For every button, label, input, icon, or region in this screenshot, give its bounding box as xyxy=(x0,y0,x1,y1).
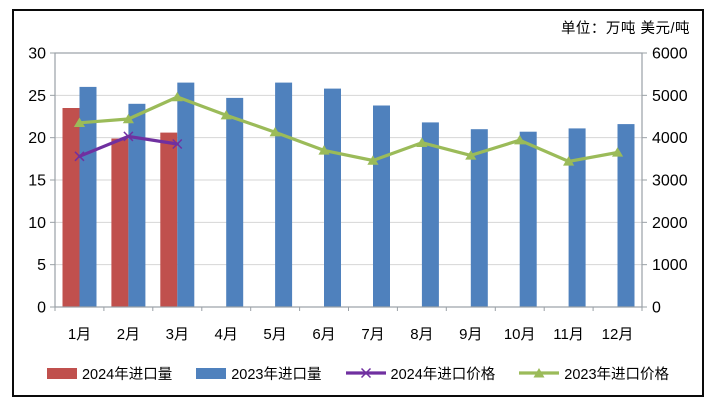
bar-2023年进口量 xyxy=(568,128,586,307)
triangle-marker xyxy=(318,145,330,155)
legend-triangle-marker xyxy=(533,368,545,378)
triangle-marker xyxy=(171,91,183,102)
triangle-marker xyxy=(122,113,134,124)
x-axis-label: 5月 xyxy=(263,326,286,343)
x-marker xyxy=(172,138,183,150)
left-axis-label: 0 xyxy=(37,300,46,317)
x-axis-label: 11月 xyxy=(553,326,584,343)
bar-2023年进口量 xyxy=(275,82,293,307)
triangle-marker xyxy=(73,117,86,128)
left-axis-label: 30 xyxy=(28,46,46,63)
left-axis-label: 25 xyxy=(28,88,46,105)
x-axis-label: 7月 xyxy=(361,326,384,343)
left-axis-label: 10 xyxy=(28,215,46,232)
legend-swatch-2024-volume xyxy=(46,367,77,379)
legend-item-2023-price: 2023年进口价格 xyxy=(519,363,669,384)
chart-legend: 2024年进口量 2023年进口量 2024年进口价格 2023年进口价格 xyxy=(13,361,703,385)
legend-item-2024-volume: 2024年进口量 xyxy=(46,363,173,384)
legend-label-2024-price: 2024年进口价格 xyxy=(390,366,496,383)
triangle-marker xyxy=(611,147,624,157)
bar-2024年进口量 xyxy=(160,132,178,307)
bar-2023年进口量 xyxy=(617,124,635,307)
legend-label-2023-volume: 2023年进口量 xyxy=(231,366,322,383)
x-axis-label: 4月 xyxy=(215,326,238,343)
bar-2023年进口量 xyxy=(128,103,146,307)
legend-label-2023-price: 2023年进口价格 xyxy=(564,366,670,383)
bar-2023年进口量 xyxy=(373,105,390,307)
right-axis-label: 3000 xyxy=(652,173,688,190)
bar-2023年进口量 xyxy=(79,86,97,308)
triangle-marker xyxy=(563,156,575,166)
unit-label: 单位：万吨 美元/吨 xyxy=(560,21,690,37)
bar-2023年进口量 xyxy=(324,88,341,307)
x-axis-label: 1月 xyxy=(68,326,91,343)
x-axis-label: 10月 xyxy=(504,326,536,343)
right-axis-label: 5000 xyxy=(652,88,688,105)
x-axis-label: 2月 xyxy=(117,326,140,343)
legend-swatch-2023-volume xyxy=(196,367,227,379)
bar-2024年进口量 xyxy=(111,138,129,307)
bar-2024年进口量 xyxy=(62,108,80,307)
left-axis-label: 20 xyxy=(28,130,46,147)
bar-2023年进口量 xyxy=(519,131,537,307)
x-axis-label: 9月 xyxy=(459,326,482,343)
legend-line-swatch xyxy=(519,368,560,378)
legend-item-2024-price: 2024年进口价格 xyxy=(345,363,496,384)
legend-label-2024-volume: 2024年进口量 xyxy=(81,366,173,383)
x-marker xyxy=(123,131,134,142)
legend-swatch-2023-price xyxy=(519,367,560,379)
x-axis-label: 3月 xyxy=(166,326,189,343)
legend-x-marker xyxy=(360,367,371,379)
legend-item-2023-volume: 2023年进口量 xyxy=(196,363,322,384)
triangle-marker xyxy=(220,110,232,120)
left-axis-label: 5 xyxy=(37,257,46,274)
x-marker xyxy=(74,151,85,162)
bar-2023年进口量 xyxy=(421,122,439,308)
left-axis-label: 15 xyxy=(28,173,46,190)
line-2023年进口价格 xyxy=(77,95,620,163)
right-axis-label: 2000 xyxy=(652,215,688,232)
bar-2023年进口量 xyxy=(177,82,195,307)
bar-2023年进口量 xyxy=(470,129,488,307)
right-axis-label: 4000 xyxy=(652,130,688,147)
bar-2023年进口量 xyxy=(226,97,244,308)
x-axis-label: 12月 xyxy=(602,326,634,343)
x-axis-label: 8月 xyxy=(410,326,433,343)
triangle-marker xyxy=(269,126,281,137)
triangle-marker xyxy=(514,135,526,145)
legend-line-swatch xyxy=(345,367,386,379)
triangle-marker xyxy=(367,155,379,165)
right-axis-label: 0 xyxy=(652,300,661,317)
x-axis-label: 6月 xyxy=(312,326,335,343)
triangle-marker xyxy=(465,150,477,160)
right-axis-label: 6000 xyxy=(652,46,688,63)
right-axis-label: 1000 xyxy=(652,257,688,274)
triangle-marker xyxy=(416,137,428,147)
legend-swatch-2024-price xyxy=(345,367,386,379)
